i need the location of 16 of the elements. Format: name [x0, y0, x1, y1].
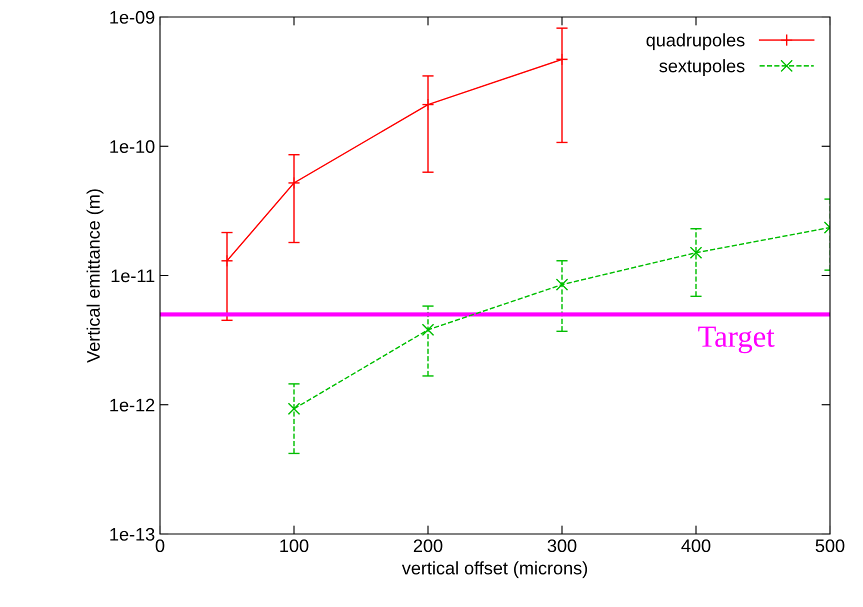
legend-label: quadrupoles	[646, 33, 744, 50]
x-tick-label: 500	[816, 539, 844, 552]
x-tick-label: 200	[414, 539, 442, 552]
y-tick-label: 1e-12	[110, 398, 154, 412]
x-axis-title: vertical offset (microns)	[402, 561, 588, 578]
ref-line-label: Target	[698, 326, 775, 354]
x-tick-label: 0	[156, 539, 164, 552]
y-tick-label: 1e-10	[110, 140, 154, 153]
y-tick-label: 1e-11	[112, 270, 154, 282]
y-tick-label: 1e-13	[110, 528, 154, 541]
y-tick-label: 1e-09	[110, 10, 154, 24]
x-tick-label: 300	[548, 539, 576, 552]
legend-label: sextupoles	[659, 59, 744, 76]
x-tick-label: 400	[681, 539, 710, 552]
x-tick-label: 100	[280, 539, 308, 552]
y-axis-title: Vertical emittance (m)	[86, 189, 104, 363]
